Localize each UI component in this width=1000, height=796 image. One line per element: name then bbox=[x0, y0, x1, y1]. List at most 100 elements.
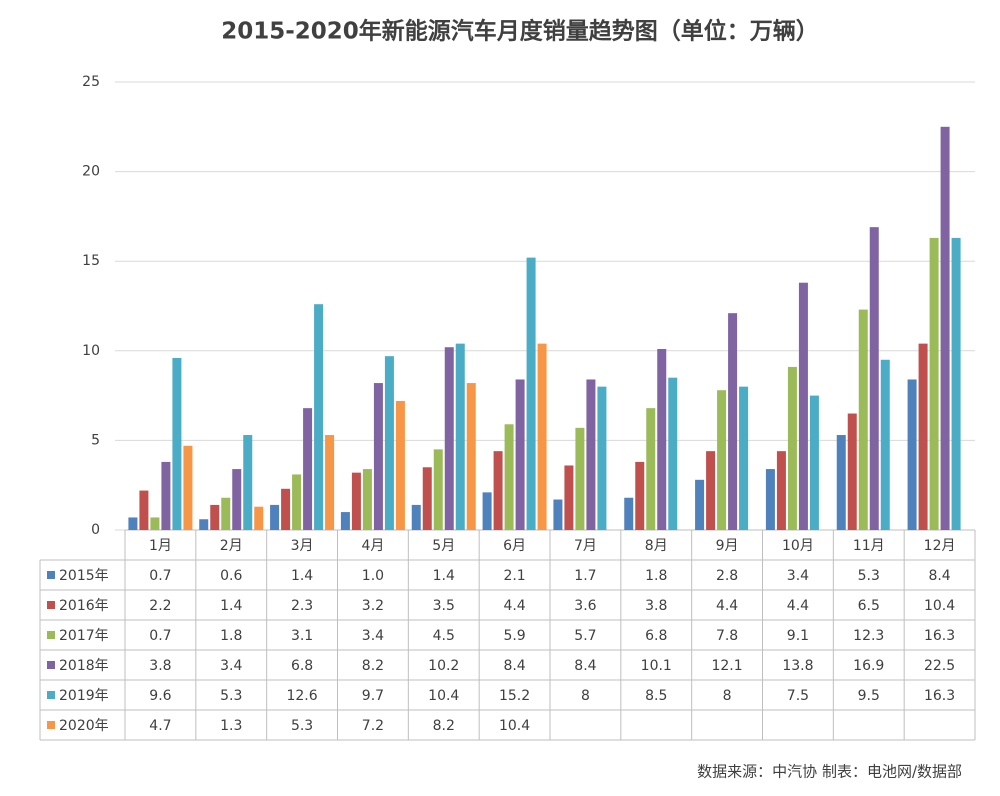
table-cell: 1.7 bbox=[574, 568, 596, 584]
x-tick-label: 9月 bbox=[716, 538, 739, 554]
bar bbox=[362, 469, 372, 530]
table-cell: 8 bbox=[581, 688, 590, 704]
legend-swatch bbox=[47, 571, 55, 579]
table-cell: 10.4 bbox=[428, 688, 459, 704]
y-tick-label: 10 bbox=[82, 343, 100, 359]
x-tick-label: 2月 bbox=[220, 538, 243, 554]
table-cell: 0.6 bbox=[220, 568, 242, 584]
table-cell: 13.8 bbox=[782, 658, 813, 674]
table-cell: 2.8 bbox=[716, 568, 738, 584]
bar bbox=[444, 347, 454, 530]
legend-swatch bbox=[47, 661, 55, 669]
bar bbox=[314, 304, 324, 530]
y-tick-label: 5 bbox=[91, 432, 100, 448]
x-tick-label: 10月 bbox=[782, 538, 814, 554]
table-cell: 1.0 bbox=[362, 568, 384, 584]
bar bbox=[809, 395, 819, 530]
bar bbox=[836, 435, 846, 530]
table-cell: 8.4 bbox=[503, 658, 525, 674]
bar bbox=[128, 517, 138, 530]
table-cell: 3.4 bbox=[362, 628, 384, 644]
bar bbox=[929, 237, 939, 531]
bar bbox=[493, 451, 503, 530]
table-cell: 8.4 bbox=[928, 568, 950, 584]
bar bbox=[847, 413, 857, 530]
x-tick-label: 3月 bbox=[291, 538, 314, 554]
bar bbox=[422, 467, 432, 530]
table-cell: 2.1 bbox=[503, 568, 525, 584]
table-cell: 4.4 bbox=[503, 598, 525, 614]
bar bbox=[635, 461, 645, 530]
bar bbox=[232, 469, 242, 530]
bar bbox=[706, 451, 716, 530]
table-cell: 6.8 bbox=[291, 658, 313, 674]
table-cell: 1.4 bbox=[433, 568, 455, 584]
bar bbox=[433, 449, 443, 530]
bar bbox=[575, 427, 585, 530]
table-cell: 22.5 bbox=[924, 658, 955, 674]
x-tick-label: 7月 bbox=[574, 538, 597, 554]
bar bbox=[221, 497, 231, 530]
bar bbox=[668, 377, 678, 530]
table-cell: 3.8 bbox=[645, 598, 667, 614]
bar bbox=[553, 499, 563, 530]
table-cell: 3.8 bbox=[149, 658, 171, 674]
bar bbox=[351, 472, 361, 530]
table-cell: 0.7 bbox=[149, 628, 171, 644]
legend-label: 2016年 bbox=[59, 598, 109, 614]
bar bbox=[869, 227, 879, 531]
bar bbox=[586, 379, 596, 530]
table-cell: 4.4 bbox=[716, 598, 738, 614]
legend-swatch bbox=[47, 601, 55, 609]
y-tick-label: 20 bbox=[82, 164, 100, 180]
table-cell: 16.3 bbox=[924, 628, 955, 644]
source-note: 数据来源：中汽协 制表：电池网/数据部 bbox=[697, 763, 962, 781]
bar bbox=[787, 366, 797, 530]
table-cell: 3.5 bbox=[433, 598, 455, 614]
table-cell: 1.3 bbox=[220, 718, 242, 734]
x-tick-label: 4月 bbox=[361, 538, 384, 554]
bar bbox=[695, 479, 705, 530]
bar bbox=[466, 383, 476, 530]
x-tick-label: 1月 bbox=[149, 538, 172, 554]
table-cell: 9.5 bbox=[858, 688, 880, 704]
bar bbox=[537, 343, 547, 530]
chart-title: 2015-2020年新能源汽车月度销量趋势图（单位：万辆） bbox=[221, 18, 819, 45]
bar bbox=[951, 237, 961, 531]
table-cell: 1.8 bbox=[645, 568, 667, 584]
legend-label: 2015年 bbox=[59, 568, 109, 584]
table-cell: 7.5 bbox=[787, 688, 809, 704]
table-cell: 16.9 bbox=[853, 658, 884, 674]
table-cell: 7.8 bbox=[716, 628, 738, 644]
table-cell: 12.6 bbox=[286, 688, 317, 704]
table-cell: 6.8 bbox=[645, 628, 667, 644]
bar bbox=[504, 424, 514, 530]
bar bbox=[373, 383, 383, 530]
bar bbox=[564, 465, 574, 530]
table-cell: 3.4 bbox=[787, 568, 809, 584]
table-cell: 5.3 bbox=[220, 688, 242, 704]
bar bbox=[907, 379, 917, 530]
legend-swatch bbox=[47, 631, 55, 639]
bar bbox=[325, 435, 335, 530]
table-cell: 7.2 bbox=[362, 718, 384, 734]
table-cell: 12.1 bbox=[711, 658, 742, 674]
bar bbox=[728, 313, 738, 530]
table-cell: 8.2 bbox=[362, 658, 384, 674]
table-cell: 6.5 bbox=[858, 598, 880, 614]
table-cell: 10.1 bbox=[641, 658, 672, 674]
bar bbox=[395, 400, 405, 530]
bar bbox=[455, 343, 465, 530]
bar bbox=[340, 512, 350, 530]
table-cell: 4.5 bbox=[433, 628, 455, 644]
bar bbox=[482, 492, 492, 530]
bar bbox=[940, 126, 950, 531]
bar bbox=[597, 386, 607, 530]
bar bbox=[858, 309, 868, 530]
legend-label: 2020年 bbox=[59, 718, 109, 734]
bar bbox=[515, 379, 525, 530]
bar bbox=[646, 408, 656, 530]
table-cell: 0.7 bbox=[149, 568, 171, 584]
table-cell: 16.3 bbox=[924, 688, 955, 704]
table-cell: 5.3 bbox=[858, 568, 880, 584]
